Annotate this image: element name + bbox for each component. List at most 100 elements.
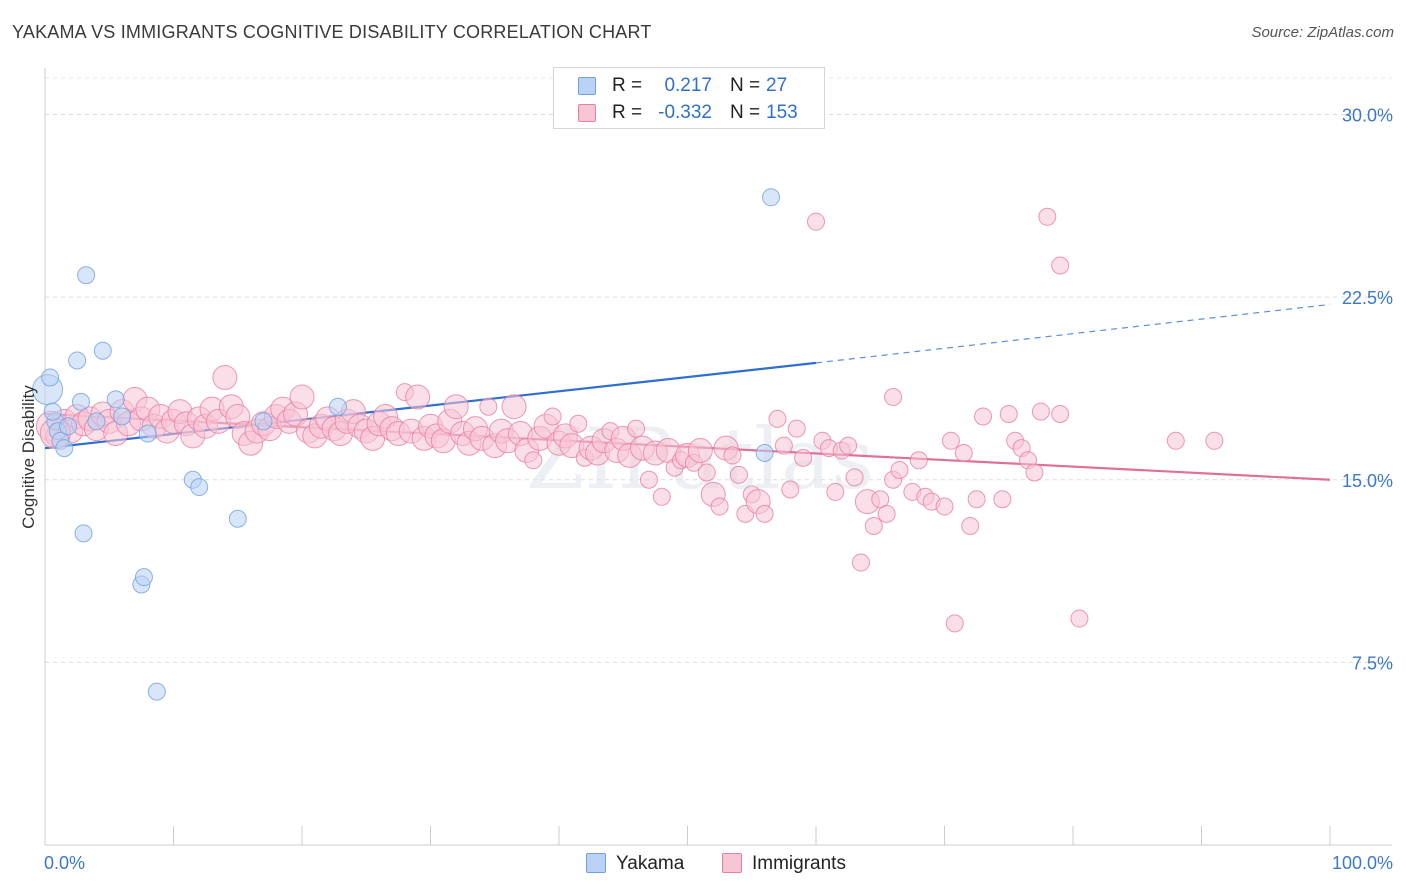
yakama-point <box>254 412 273 431</box>
immigrants-point <box>212 364 238 390</box>
immigrants-point <box>954 443 973 462</box>
immigrants-point <box>787 419 806 438</box>
immigrants-point <box>627 419 646 438</box>
immigrants-point <box>1205 431 1224 450</box>
immigrants-point <box>1031 402 1050 421</box>
correlation-legend: R = 0.217 N = 27 R = -0.332 N = 153 <box>553 67 825 129</box>
immigrants-point <box>755 504 774 523</box>
legend-n-value: 153 <box>766 102 798 123</box>
legend-n-label: N = <box>730 102 761 123</box>
immigrants-point <box>967 490 986 509</box>
immigrants-point <box>884 387 903 406</box>
yakama-point <box>93 341 112 360</box>
immigrants-point <box>877 504 896 523</box>
legend-n-label: N = <box>730 75 761 96</box>
immigrants-point <box>1051 405 1070 424</box>
legend-swatch-yakama <box>578 77 596 95</box>
immigrants-point <box>1166 431 1185 450</box>
immigrants-point <box>543 407 562 426</box>
immigrants-point <box>781 480 800 499</box>
yakama-point <box>147 682 166 701</box>
immigrants-point <box>826 482 845 501</box>
bottom-legend-immigrants: Immigrants <box>722 852 846 876</box>
bottom-legend-label: Yakama <box>616 853 685 874</box>
y-tick-label: 22.5% <box>1342 288 1393 308</box>
yakama-point <box>113 407 132 426</box>
immigrants-point <box>405 384 431 410</box>
y-tick-label: 30.0% <box>1342 106 1393 126</box>
bottom-legend-swatch-yakama <box>586 853 606 873</box>
yakama-point <box>43 402 62 421</box>
immigrants-point <box>443 394 469 420</box>
immigrants-point <box>961 517 980 536</box>
yakama-point <box>762 188 781 207</box>
immigrants-point <box>479 397 498 416</box>
yakama-point <box>74 524 93 543</box>
yakama-point <box>71 392 90 411</box>
yakama-point <box>87 412 106 431</box>
chart-title: YAKAMA VS IMMIGRANTS COGNITIVE DISABILIT… <box>12 22 652 42</box>
immigrants-point <box>974 407 993 426</box>
immigrants-point <box>289 384 315 410</box>
immigrants-point <box>945 614 964 633</box>
immigrants-point <box>845 468 864 487</box>
bottom-legend-label: Immigrants <box>752 853 846 874</box>
immigrants-point <box>935 497 954 516</box>
yakama-point <box>55 439 74 458</box>
yakama-point <box>190 478 209 497</box>
yakama-point <box>755 443 774 462</box>
bottom-legend-yakama: Yakama <box>586 852 684 876</box>
legend-row-immigrants: R = -0.332 N = 153 <box>554 100 824 126</box>
immigrants-point <box>710 497 729 516</box>
yakama-point <box>328 397 347 416</box>
immigrants-point <box>501 394 527 420</box>
immigrants-point <box>909 451 928 470</box>
immigrants-point <box>652 487 671 506</box>
immigrants-point <box>729 465 748 484</box>
immigrants-point <box>1070 609 1089 628</box>
immigrants-point <box>807 212 825 231</box>
source-credit: Source: ZipAtlas.com <box>1251 24 1394 41</box>
yakama-point <box>68 351 87 370</box>
y-axis-label: Cognitive Disability <box>19 385 38 529</box>
bottom-legend-swatch-immigrants <box>722 853 742 873</box>
yakama-point <box>228 509 247 528</box>
legend-r-value: -0.332 <box>658 102 712 123</box>
y-tick-label: 15.0% <box>1342 471 1393 491</box>
immigrants-point <box>890 461 909 480</box>
immigrants-point <box>697 463 716 482</box>
legend-n-value: 27 <box>766 75 788 96</box>
yakama-point <box>138 424 157 443</box>
yakama-point <box>134 568 153 587</box>
immigrants-point <box>639 470 658 489</box>
legend-r-value: 0.217 <box>664 75 712 96</box>
immigrants-point <box>851 553 870 572</box>
immigrants-point <box>999 405 1018 424</box>
x-tick-label: 100.0% <box>1332 853 1393 873</box>
immigrants-point <box>1025 463 1044 482</box>
immigrants-point <box>1038 207 1057 226</box>
legend-r-label: R = <box>612 75 643 96</box>
immigrants-point <box>839 436 858 455</box>
immigrants-point <box>768 409 787 428</box>
immigrants-point <box>993 490 1012 509</box>
axis-labels: 7.5% 15.0% 22.5% 30.0% 0.0% 100.0% Cognitive D… <box>19 106 1393 873</box>
immigrants-point <box>569 414 588 433</box>
immigrants-point <box>524 451 543 470</box>
data-points <box>32 188 1224 701</box>
yakama-point <box>77 266 96 285</box>
y-tick-label: 7.5% <box>1352 653 1393 673</box>
immigrants-point <box>687 438 713 464</box>
legend-r-label: R = <box>612 102 643 123</box>
immigrants-point <box>1051 256 1070 275</box>
yakama-point <box>41 368 60 387</box>
immigrants-point <box>864 517 883 536</box>
legend-swatch-immigrants <box>578 104 596 122</box>
yakama-point <box>106 390 125 409</box>
yakama-point <box>59 417 78 436</box>
x-tick-label: 0.0% <box>44 853 85 873</box>
immigrants-point <box>794 448 813 467</box>
axes <box>44 68 1392 846</box>
immigrants-point <box>941 431 960 450</box>
